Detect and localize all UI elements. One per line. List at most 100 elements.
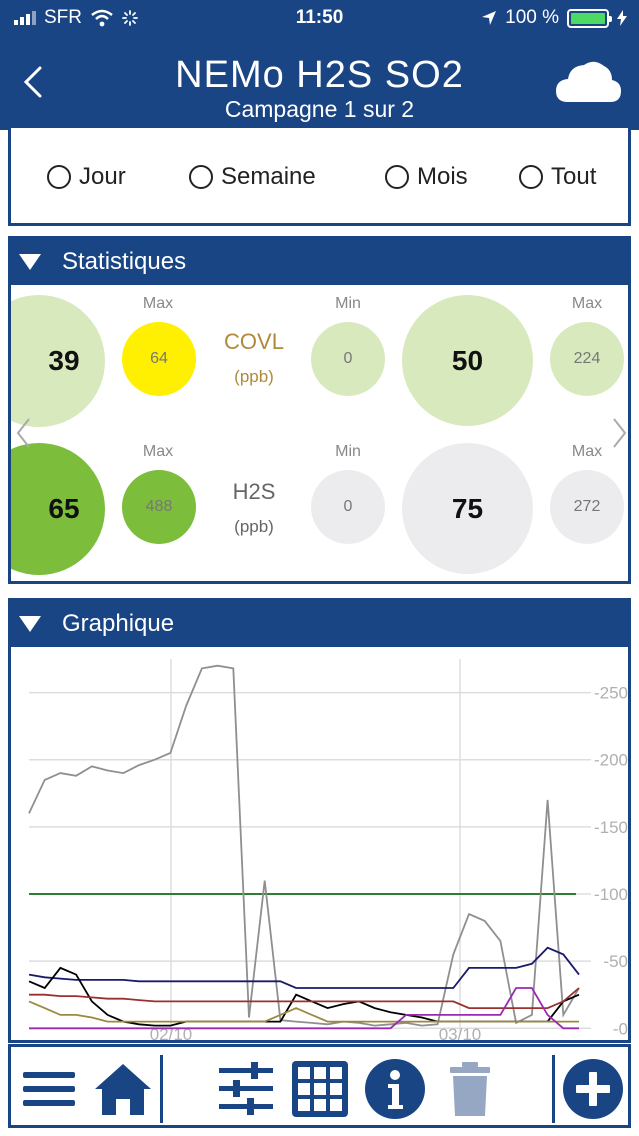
- period-label: Tout: [551, 163, 597, 190]
- y-tick-label: -150: [594, 818, 628, 837]
- menu-icon: [23, 1072, 75, 1106]
- period-option-mois[interactable]: Mois: [385, 163, 468, 191]
- x-tick-label: 03/10: [439, 1025, 482, 1040]
- add-button[interactable]: [561, 1059, 625, 1119]
- grid-button[interactable]: [289, 1061, 351, 1117]
- covl-average-value: 50: [451, 344, 484, 376]
- covl-average-bubble: 50: [402, 295, 533, 426]
- graph-title: Graphique: [62, 610, 175, 637]
- status-left: SFR: [14, 7, 138, 29]
- toolbar-separator: [160, 1055, 163, 1123]
- h2s-average-value: 75: [451, 492, 484, 524]
- h2s-min-value: 0: [343, 498, 353, 515]
- h2s-current-bubble: 65: [11, 443, 105, 575]
- h2s-current-value: 65: [48, 493, 80, 524]
- page-title: NEMo H2S SO2: [175, 54, 464, 96]
- h2s-max-value: 488: [145, 498, 173, 515]
- series-line: [28, 946, 580, 989]
- covl-peak-value: 224: [573, 350, 601, 367]
- y-tick-label: -250: [594, 684, 628, 703]
- page-subtitle: Campagne 1 sur 2: [224, 96, 415, 122]
- carrier-label: SFR: [44, 7, 82, 28]
- graph-header[interactable]: Graphique: [11, 601, 628, 647]
- trash-icon: [450, 1062, 490, 1116]
- covl-current-bubble: 39: [11, 295, 105, 427]
- period-label: Semaine: [221, 163, 316, 190]
- h2s-min-bubble: 0: [311, 470, 385, 544]
- radio-circle[interactable]: [519, 165, 543, 189]
- h2s-left-max-label: Max: [142, 443, 174, 460]
- covl-right-max-label: Max: [571, 295, 603, 312]
- y-tick-label: -0: [613, 1019, 628, 1038]
- charging-icon: [617, 10, 627, 26]
- covl-left-max-label: Max: [142, 295, 174, 312]
- radio-circle[interactable]: [385, 165, 409, 189]
- h2s-peak-bubble: 272: [550, 470, 624, 544]
- info-button[interactable]: [363, 1059, 427, 1119]
- radio-circle[interactable]: [47, 165, 71, 189]
- pollutant-unit: (ppb): [234, 367, 274, 386]
- activity-spinner-icon: [122, 10, 138, 26]
- period-option-semaine[interactable]: Semaine: [189, 163, 316, 191]
- pollutant-name: COVL: [224, 329, 284, 354]
- y-tick-label: -200: [594, 751, 628, 770]
- covl-current-value: 39: [48, 345, 80, 376]
- series-line: [28, 664, 580, 1027]
- graph-panel: Graphique 02/10 03/10 -0 -50 -100 -150 -200 -2…: [8, 598, 631, 1043]
- next-chevron-icon[interactable]: [609, 415, 629, 451]
- chart-x-axis: 02/10 03/10: [150, 1025, 482, 1040]
- x-tick-label: 02/10: [150, 1025, 193, 1040]
- statistics-title: Statistiques: [62, 248, 187, 275]
- grid-icon: [292, 1061, 348, 1117]
- h2s-max-bubble: 488: [122, 470, 196, 544]
- statistics-panel: Statistiques 39 Max 64 COVL (ppb) Min 0 …: [8, 236, 631, 584]
- previous-chevron-icon[interactable]: [14, 415, 34, 451]
- status-right: 100 %: [481, 7, 627, 29]
- y-tick-label: -50: [603, 952, 628, 971]
- covl-pollutant: COVL (ppb): [204, 329, 304, 387]
- location-arrow-icon: [482, 11, 497, 25]
- status-bar: SFR 11:50 100 %: [0, 0, 639, 36]
- h2s-right-max-label: Max: [571, 443, 603, 460]
- period-option-jour[interactable]: Jour: [47, 163, 126, 191]
- add-icon: [563, 1059, 623, 1119]
- home-icon: [95, 1064, 151, 1115]
- period-label: Jour: [79, 163, 126, 190]
- signal-icon: [14, 11, 36, 25]
- series-line: [28, 966, 580, 1027]
- covl-min-value: 0: [343, 350, 353, 367]
- home-button[interactable]: [91, 1061, 155, 1117]
- battery-percent: 100 %: [505, 7, 559, 28]
- header: SFR 11:50 100 %: [0, 0, 639, 130]
- period-option-tout[interactable]: Tout: [519, 163, 596, 191]
- y-tick-label: -100: [594, 885, 628, 904]
- line-chart[interactable]: 02/10 03/10 -0 -50 -100 -150 -200 -250: [11, 647, 628, 1040]
- cloud-icon[interactable]: [554, 56, 622, 104]
- h2s-min-label: Min: [335, 443, 361, 460]
- h2s-average-bubble: 75: [402, 443, 533, 574]
- series-line: [29, 987, 579, 1030]
- chart-y-axis: -0 -50 -100 -150 -200 -250: [594, 684, 628, 1039]
- collapse-triangle-icon[interactable]: [19, 254, 41, 270]
- info-icon: [365, 1059, 425, 1119]
- filters-icon: [219, 1062, 273, 1115]
- collapse-triangle-icon[interactable]: [19, 616, 41, 632]
- covl-max-bubble: 64: [122, 322, 196, 396]
- back-chevron-icon[interactable]: [18, 62, 48, 102]
- covl-min-label: Min: [335, 295, 361, 312]
- series-line: [29, 987, 580, 1010]
- status-time: 11:50: [295, 7, 344, 28]
- battery-icon: [567, 8, 612, 28]
- pollutant-name: H2S: [232, 479, 276, 504]
- radio-circle[interactable]: [189, 165, 213, 189]
- covl-min-bubble: 0: [311, 322, 385, 396]
- toolbar-separator: [552, 1055, 555, 1123]
- menu-button[interactable]: [19, 1061, 79, 1117]
- period-label: Mois: [417, 163, 468, 190]
- bottom-toolbar: [8, 1044, 631, 1128]
- statistics-header[interactable]: Statistiques: [11, 239, 628, 285]
- covl-peak-bubble: 224: [550, 322, 624, 396]
- filters-button[interactable]: [215, 1061, 277, 1117]
- delete-button[interactable]: [443, 1061, 497, 1117]
- covl-max-value: 64: [150, 350, 168, 367]
